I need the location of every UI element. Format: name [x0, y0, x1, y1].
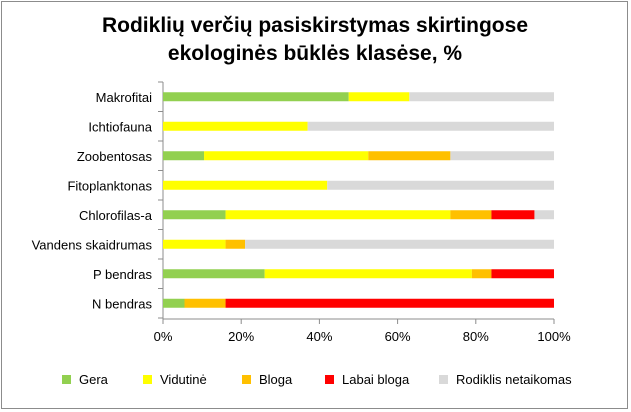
x-tick-label: 100% [537, 329, 571, 344]
category-label: N bendras [92, 296, 152, 311]
bar-segment-vidutinė [264, 269, 472, 279]
bar-segment-bloga [225, 239, 246, 249]
chart-title: Rodiklių verčių pasiskirstymas skirtingo… [102, 14, 528, 65]
x-tick-label: 40% [306, 329, 332, 344]
bar-segment-labai-bloga [491, 210, 535, 220]
bar-segment-bloga [450, 210, 492, 220]
chart-title-line-2: ekologinės būklės klasėse, % [168, 42, 462, 65]
plot-area: 0% 20% 40% 60% 80% 100% Makrofitai Ichtiofauna Z… [32, 81, 571, 344]
bar-segment-vidutinė [348, 92, 410, 102]
bar-segment-vidutinė [204, 151, 369, 161]
legend-label: Vidutinė [160, 372, 207, 387]
bar-segment-vidutinė [225, 210, 451, 220]
category-label: Fitoplanktonas [67, 178, 152, 193]
bar-segment-rodiklis-netaikomas [534, 210, 554, 220]
legend-swatch [439, 375, 448, 384]
bar-segment-rodiklis-netaikomas [245, 239, 555, 249]
legend-swatch [143, 375, 152, 384]
legend-label: Labai bloga [342, 372, 410, 387]
legend-label: Rodiklis netaikomas [456, 372, 572, 387]
bar-segment-bloga [368, 151, 451, 161]
legend: Gera Vidutinė Bloga Labai bloga Rodiklis net… [62, 372, 572, 387]
x-tick-label: 60% [385, 329, 411, 344]
legend-label: Gera [79, 372, 109, 387]
category-label: Makrofitai [96, 90, 152, 105]
bar-segment-gera [163, 151, 205, 161]
category-label: P bendras [93, 267, 153, 282]
bar-segment-vidutinė [163, 180, 328, 190]
x-tick-label: 0% [154, 329, 173, 344]
category-label: Zoobentosas [77, 149, 153, 164]
category-label: Ichtiofauna [88, 119, 152, 134]
bar-segment-gera [163, 92, 349, 102]
bar-segment-rodiklis-netaikomas [307, 121, 554, 131]
bar-segment-gera [163, 269, 265, 279]
bar-segment-vidutinė [163, 121, 308, 131]
bar-segment-labai-bloga [225, 298, 554, 308]
bar-segment-bloga [471, 269, 492, 279]
category-label: Chlorofilas-a [79, 208, 153, 223]
bar-segment-labai-bloga [491, 269, 554, 279]
category-label: Vandens skaidrumas [32, 237, 153, 252]
bar-segment-vidutinė [163, 239, 226, 249]
chart-title-line-1: Rodiklių verčių pasiskirstymas skirtingo… [102, 14, 528, 37]
x-tick-label: 80% [463, 329, 489, 344]
legend-swatch [325, 375, 334, 384]
bar-segment-rodiklis-netaikomas [327, 180, 554, 190]
legend-label: Bloga [259, 372, 293, 387]
bar-segment-rodiklis-netaikomas [409, 92, 554, 102]
bar-segment-gera [163, 298, 185, 308]
bar-segment-gera [163, 210, 226, 220]
legend-swatch [242, 375, 251, 384]
x-tick-label: 20% [228, 329, 254, 344]
bar-segment-bloga [184, 298, 226, 308]
bar-segment-rodiklis-netaikomas [450, 151, 554, 161]
legend-swatch [62, 375, 71, 384]
